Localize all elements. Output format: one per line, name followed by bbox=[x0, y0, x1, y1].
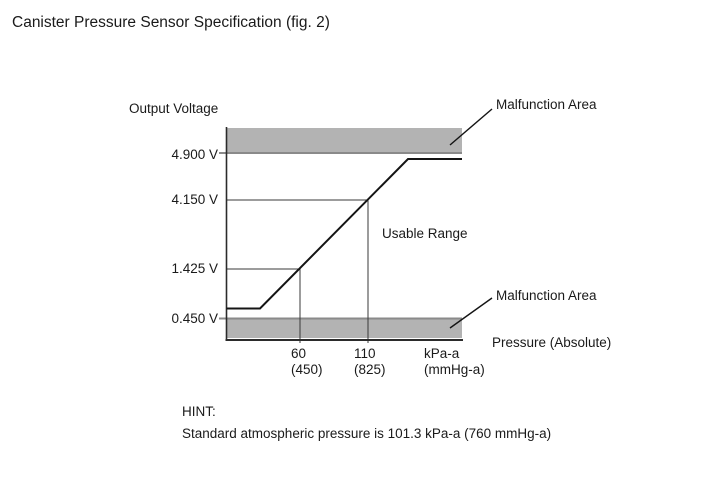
malfunction-band-top bbox=[226, 128, 462, 152]
y-axis-title: Output Voltage bbox=[129, 101, 219, 116]
leader-line-malfunction-bottom bbox=[449, 297, 493, 329]
malfunction-band-bottom bbox=[226, 319, 462, 338]
hint-heading: HINT: bbox=[182, 404, 216, 419]
leader-line-malfunction-top bbox=[449, 108, 493, 146]
y-tick-4150: 4.150 V bbox=[171, 192, 218, 207]
y-tick-1425: 1.425 V bbox=[171, 261, 218, 276]
sensor-curve bbox=[226, 158, 462, 310]
x-axis-unit-mmhg: (mmHg-a) bbox=[424, 362, 485, 377]
malfunction-area-label-top: Malfunction Area bbox=[496, 97, 597, 112]
hint-body: Standard atmospheric pressure is 101.3 k… bbox=[182, 426, 552, 441]
y-tick-0450: 0.450 V bbox=[171, 311, 218, 326]
usable-range-label: Usable Range bbox=[382, 226, 468, 241]
x-axis-units: kPa-a (mmHg-a) bbox=[424, 346, 485, 378]
x-tick-110-mmhg: (825) bbox=[354, 362, 386, 377]
figure-title: Canister Pressure Sensor Specification (… bbox=[12, 14, 330, 31]
malfunction-area-label-bottom: Malfunction Area bbox=[496, 288, 597, 303]
x-tick-110: 110 (825) bbox=[354, 346, 386, 378]
x-axis-unit-kpa: kPa-a bbox=[424, 346, 460, 361]
x-tick-110-kpa: 110 bbox=[354, 346, 376, 361]
x-axis-title: Pressure (Absolute) bbox=[492, 335, 612, 350]
x-tick-60-kpa: 60 bbox=[291, 346, 307, 361]
x-tick-60-mmhg: (450) bbox=[291, 362, 323, 377]
x-tick-60: 60 (450) bbox=[291, 346, 323, 378]
y-tick-4900: 4.900 V bbox=[171, 147, 218, 162]
